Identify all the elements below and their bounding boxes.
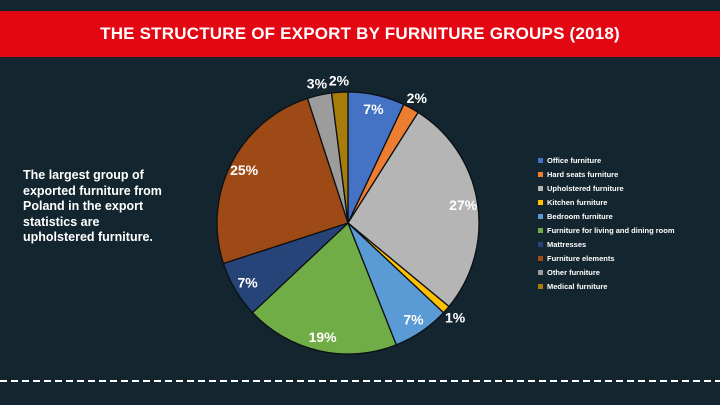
legend-swatch bbox=[538, 241, 543, 247]
caption-line: Poland in the export bbox=[23, 199, 144, 213]
legend-item-upholstered-furniture: Upholstered furniture bbox=[538, 181, 675, 195]
legend-item-medical-furniture: Medical furniture bbox=[538, 279, 675, 293]
legend-label: Mattresses bbox=[547, 239, 587, 249]
legend-item-furniture-for-living-and-dining-room: Furniture for living and dining room bbox=[538, 223, 675, 237]
caption-line: exported furniture from bbox=[23, 183, 162, 198]
legend-label: Office furniture bbox=[547, 155, 602, 165]
dashed-divider bbox=[0, 380, 720, 382]
legend-swatch bbox=[538, 227, 543, 233]
legend-label: Furniture for living and dining room bbox=[547, 225, 675, 235]
pie-label-upholstered-furniture: 27% bbox=[449, 197, 478, 213]
legend-swatch bbox=[538, 171, 543, 177]
legend-label: Hard seats furniture bbox=[547, 169, 619, 179]
legend-swatch bbox=[538, 185, 543, 191]
pie-label-medical-furniture: 2% bbox=[329, 73, 350, 89]
legend-swatch bbox=[538, 157, 543, 163]
legend: Office furniture Hard seats furniture Upho… bbox=[538, 153, 675, 293]
pie-label-mattresses: 7% bbox=[237, 274, 258, 290]
pie-label-other-furniture: 3% bbox=[307, 76, 328, 92]
legend-label: Upholstered furniture bbox=[547, 183, 624, 193]
page-title: THE STRUCTURE OF EXPORT BY FURNITURE GRO… bbox=[100, 24, 620, 43]
pie-slice-furniture-for-living-and-dining-room bbox=[251, 221, 398, 355]
pie-slice-furniture-elements bbox=[216, 97, 349, 265]
pie-label-bedroom-furniture: 7% bbox=[403, 311, 424, 327]
pie-label-hard-seats-furniture: 2% bbox=[407, 90, 428, 106]
pie-label-furniture-for-living-and-dining-room: 19% bbox=[309, 329, 338, 345]
caption-line: The largest group of bbox=[23, 168, 144, 182]
pie-label-furniture-elements: 25% bbox=[230, 162, 259, 178]
legend-label: Bedroom furniture bbox=[547, 211, 613, 221]
legend-swatch bbox=[538, 213, 543, 219]
legend-label: Furniture elements bbox=[547, 253, 615, 263]
legend-swatch bbox=[538, 199, 543, 205]
pie-label-office-furniture: 7% bbox=[363, 101, 384, 117]
caption-line: statistics are bbox=[23, 214, 100, 229]
legend-item-office-furniture: Office furniture bbox=[538, 153, 675, 167]
legend-swatch bbox=[538, 255, 543, 261]
legend-swatch bbox=[538, 269, 543, 275]
caption-text: The largest group of exported furniture … bbox=[23, 168, 162, 246]
pie-slice-medical-furniture bbox=[330, 91, 349, 224]
pie-slice-upholstered-furniture bbox=[347, 111, 480, 308]
legend-item-furniture-elements: Furniture elements bbox=[538, 251, 675, 265]
caption-line: upholstered furniture. bbox=[23, 230, 153, 244]
legend-label: Kitchen furniture bbox=[547, 197, 608, 207]
pie-label-kitchen-furniture: 1% bbox=[445, 309, 466, 325]
legend-item-mattresses: Mattresses bbox=[538, 237, 675, 251]
legend-label: Medical furniture bbox=[547, 281, 608, 291]
legend-item-hard-seats-furniture: Hard seats furniture bbox=[538, 167, 675, 181]
legend-swatch bbox=[538, 283, 543, 289]
legend-item-other-furniture: Other furniture bbox=[538, 265, 675, 279]
pie-chart: 7%2%27%1%7%19%7%25%3% 2% bbox=[216, 73, 480, 355]
legend-item-bedroom-furniture: Bedroom furniture bbox=[538, 209, 675, 223]
legend-item-kitchen-furniture: Kitchen furniture bbox=[538, 195, 675, 209]
legend-label: Other furniture bbox=[547, 267, 600, 277]
title-banner: THE STRUCTURE OF EXPORT BY FURNITURE GRO… bbox=[0, 11, 720, 57]
